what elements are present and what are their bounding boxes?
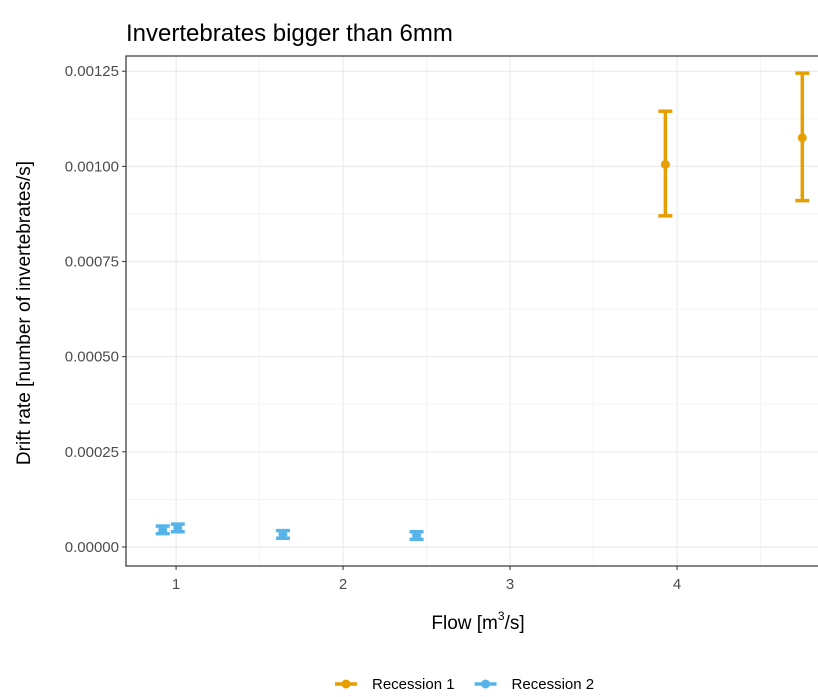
- y-tick-label: 0.00050: [65, 349, 119, 366]
- x-tick-label: 3: [506, 576, 514, 593]
- legend-item: Recession 1: [335, 676, 455, 693]
- grid-major: [126, 56, 818, 566]
- plot-border: [125, 55, 818, 567]
- series-layer: [155, 71, 810, 542]
- y-axis-title: Drift rate [number of invertebrates/s]: [14, 161, 35, 465]
- y-axis: 0.00000 0.00025 0.00050 0.00075 0.00100 0.001…: [65, 63, 126, 556]
- legend-label: Recession 1: [372, 676, 455, 693]
- legend-key-point: [481, 679, 491, 689]
- data-point: [660, 159, 670, 169]
- y-tick-label: 0.00025: [65, 444, 119, 461]
- series-recession-1: [658, 71, 810, 218]
- y-tick-label: 0.00125: [65, 63, 119, 80]
- plot-panel: [126, 56, 818, 566]
- legend-item: Recession 2: [474, 676, 595, 693]
- x-tick-label: 4: [673, 576, 681, 593]
- x-axis: 1 2 3 4: [172, 566, 681, 593]
- x-axis-title-unit: /s]: [505, 613, 525, 634]
- x-axis-title-main: Flow [m: [431, 613, 498, 634]
- y-tick-label: 0.00100: [65, 158, 119, 175]
- grid-minor: [126, 56, 818, 566]
- series-recession-2: [155, 522, 424, 542]
- legend: Recession 1 Recession 2: [335, 676, 594, 693]
- x-axis-title-superscript: 3: [498, 609, 505, 623]
- data-point: [412, 531, 422, 541]
- data-point: [158, 525, 168, 535]
- legend-key-point: [341, 679, 351, 689]
- legend-label: Recession 2: [512, 676, 595, 693]
- x-tick-label: 2: [339, 576, 347, 593]
- data-point: [797, 133, 807, 143]
- x-tick-label: 1: [172, 576, 180, 593]
- x-axis-title: Flow [m3/s]: [431, 609, 524, 634]
- chart-title: Invertebrates bigger than 6mm: [126, 20, 453, 47]
- y-tick-label: 0.00000: [65, 539, 119, 556]
- data-point: [173, 523, 183, 533]
- y-tick-label: 0.00075: [65, 254, 119, 271]
- data-point: [278, 529, 288, 539]
